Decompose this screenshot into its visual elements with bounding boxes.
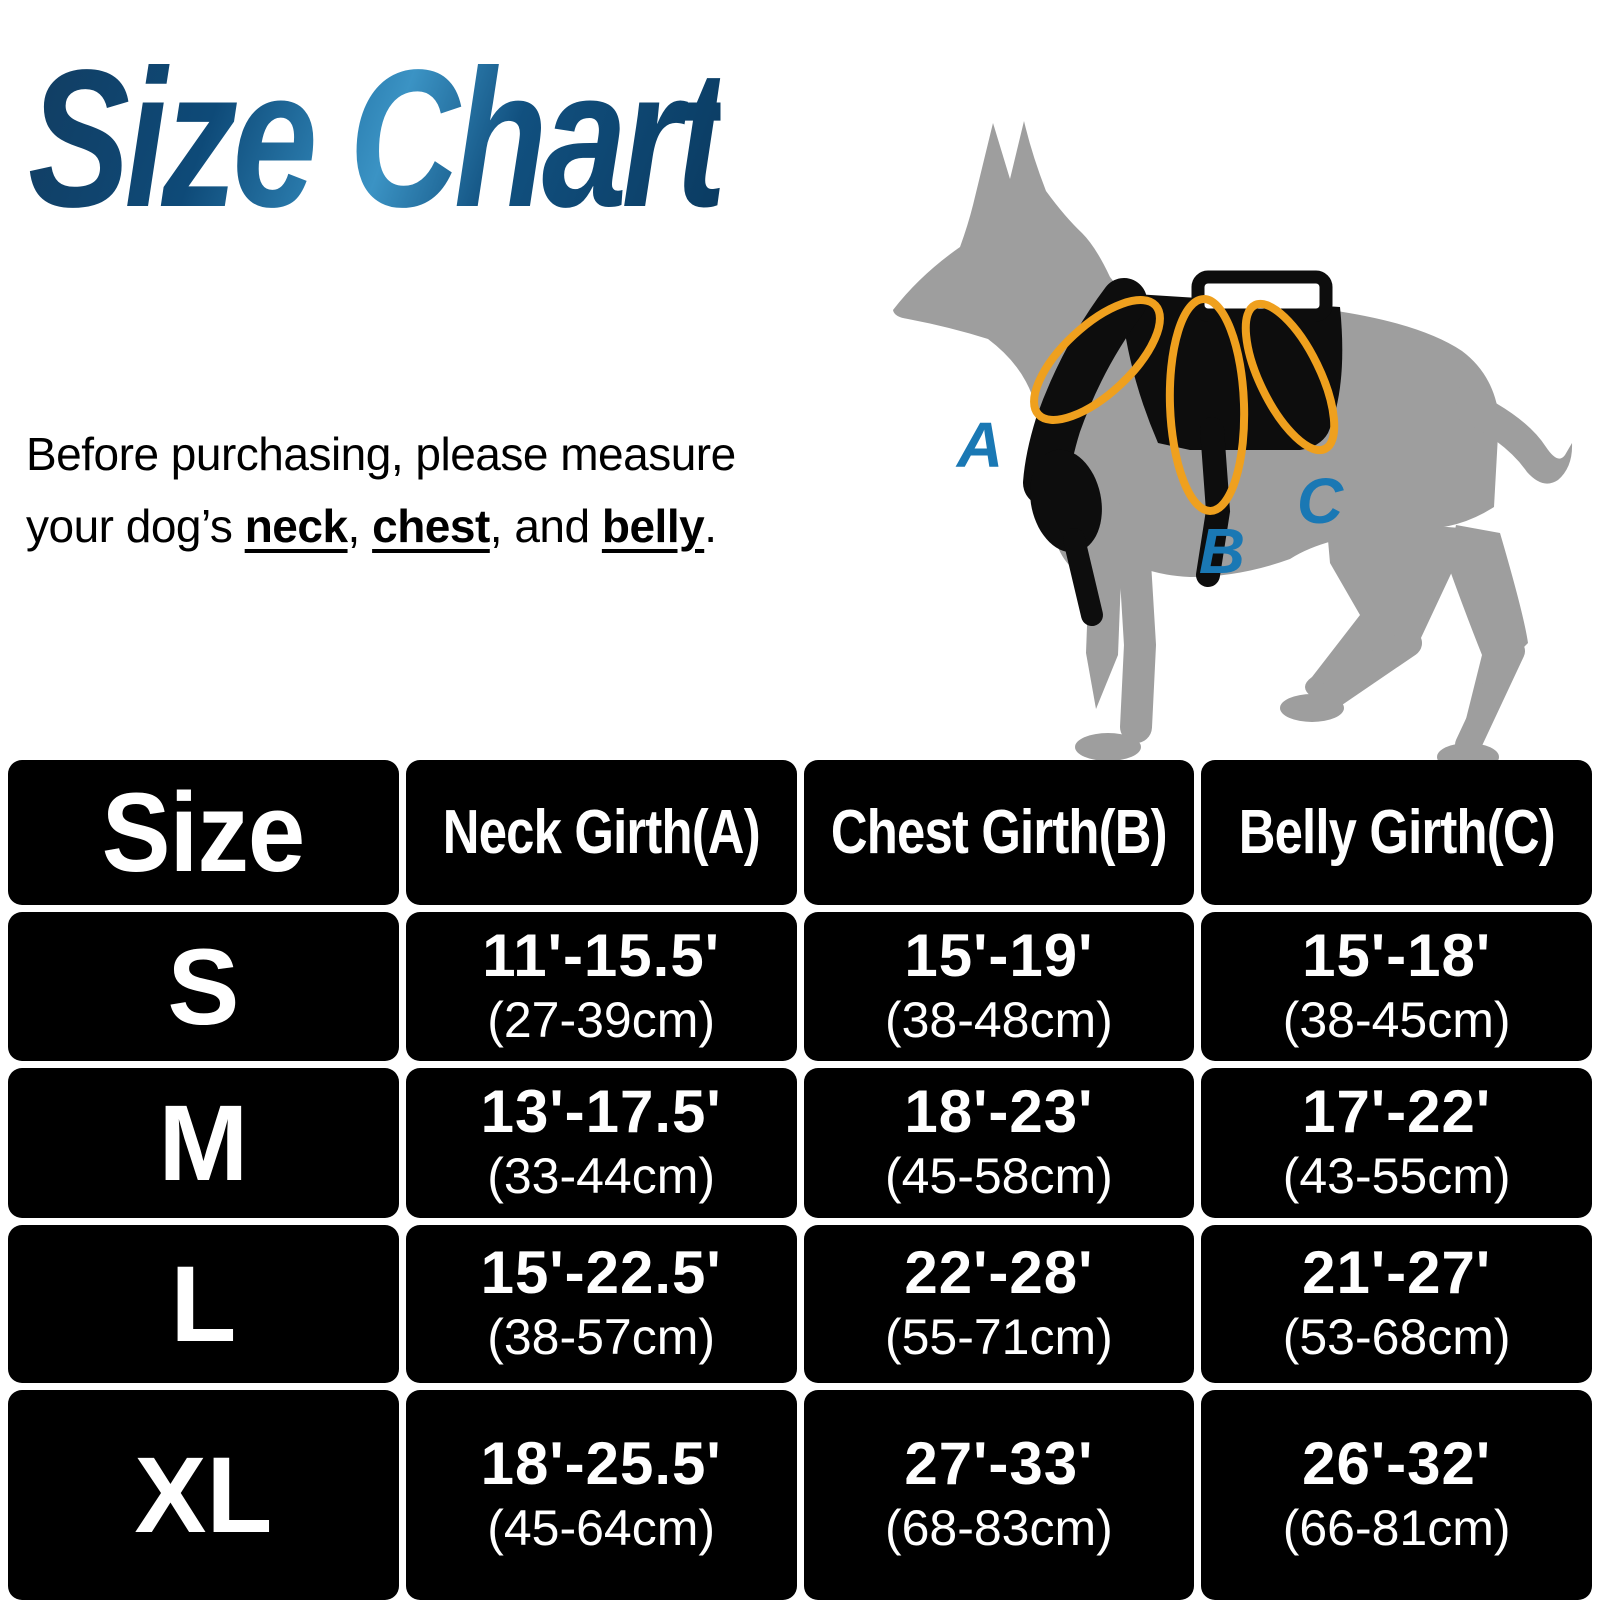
inch-value: 17'-22' [1302,1078,1492,1146]
inch-value: 21'-27' [1302,1239,1492,1307]
label-chest-b: B [1199,515,1245,587]
cm-value: (66-81cm) [1282,1500,1511,1557]
intro-sep1: , [347,500,373,552]
table-header-belly: Belly Girth(C) [1201,760,1592,905]
intro-sep2: , and [489,500,602,552]
cm-value: (27-39cm) [487,991,716,1048]
header-size-label: Size [102,770,305,895]
dog-tail [1454,385,1573,484]
inch-value: 13'-17.5' [480,1078,722,1146]
inch-value: 15'-18' [1302,921,1492,989]
word-neck: neck [244,500,348,552]
inch-value: 18'-25.5' [480,1430,722,1498]
row-s-chest: 15'-19' (38-48cm) [803,912,1195,1061]
inch-value: 15'-19' [904,921,1094,989]
cm-value: (45-58cm) [884,1148,1113,1205]
header-belly-label: Belly Girth(C) [1238,798,1556,867]
size-letter: M [158,1082,249,1203]
header-neck-label: Neck Girth(A) [442,798,761,867]
row-m-neck: 13'-17.5' (33-44cm) [405,1068,797,1218]
dog-hind-paw-near [1280,694,1344,722]
row-xl-belly: 26'-32' (66-81cm) [1201,1390,1592,1600]
row-s-size: S [8,912,399,1061]
row-xl-size: XL [8,1390,399,1600]
word-chest: chest [372,500,490,552]
intro-period: . [704,500,717,552]
word-belly: belly [601,500,705,552]
cm-value: (38-45cm) [1282,991,1511,1048]
dog-front-leg-far [1086,493,1124,709]
dog-hind-leg-far [1448,525,1528,745]
dog-hind-shin-near [1306,629,1422,717]
size-letter: L [170,1243,237,1364]
row-s-neck: 11'-15.5' (27-39cm) [405,912,797,1061]
chest-girth-loop [1165,295,1249,515]
row-l-belly: 21'-27' (53-68cm) [1201,1225,1592,1383]
harness-chest-plate [1030,449,1102,553]
harness-chest-strap [1063,528,1103,626]
intro-line1: Before purchasing, please measure [26,428,736,480]
row-m-size: M [8,1068,399,1218]
table-header-neck: Neck Girth(A) [405,760,797,905]
intro-line2-prefix: your dog’s [26,500,245,552]
inch-value: 18'-23' [904,1078,1094,1146]
dog-front-leg-near [1116,497,1157,743]
table-header-size: Size [8,760,399,905]
cm-value: (43-55cm) [1282,1148,1511,1205]
row-xl-neck: 18'-25.5' (45-64cm) [405,1390,797,1600]
measure-straps [1030,295,1339,515]
row-l-neck: 15'-22.5' (38-57cm) [405,1225,797,1383]
row-s-belly: 15'-18' (38-45cm) [1201,912,1592,1061]
cm-value: (38-57cm) [487,1309,716,1366]
inch-value: 27'-33' [904,1430,1094,1498]
cm-value: (53-68cm) [1282,1309,1511,1366]
row-m-chest: 18'-23' (45-58cm) [803,1068,1195,1218]
cm-value: (45-64cm) [487,1500,716,1557]
row-l-chest: 22'-28' (55-71cm) [803,1225,1195,1383]
inch-value: 22'-28' [904,1239,1094,1307]
dog-diagram-svg: A B C [893,121,1573,771]
page-title: Size Chart [28,26,726,251]
label-belly-c: C [1297,465,1344,537]
size-table: Size Neck Girth(A) Chest Girth(B) Belly … [8,760,1592,1600]
dog-measurement-diagram: A B C [860,95,1580,785]
dog-hind-leg-near [1305,517,1472,697]
row-l-size: L [8,1225,399,1383]
cm-value: (68-83cm) [884,1500,1113,1557]
inch-value: 15'-22.5' [480,1239,722,1307]
dog-hind-shin-far [1455,638,1525,758]
inch-value: 11'-15.5' [482,921,720,989]
row-m-belly: 17'-22' (43-55cm) [1201,1068,1592,1218]
label-neck-a: A [955,409,1003,481]
size-letter: S [167,925,240,1047]
table-header-chest: Chest Girth(B) [803,760,1195,905]
cm-value: (33-44cm) [487,1148,716,1205]
measure-instructions: Before purchasing, please measure your d… [26,418,826,562]
inch-value: 26'-32' [1302,1430,1492,1498]
cm-value: (55-71cm) [884,1309,1113,1366]
neck-girth-loop [1030,296,1164,424]
cm-value: (38-48cm) [884,991,1113,1048]
row-xl-chest: 27'-33' (68-83cm) [803,1390,1195,1600]
header-chest-label: Chest Girth(B) [830,798,1168,867]
size-letter: XL [134,1434,273,1555]
dog-front-paw [1075,733,1141,761]
belly-girth-loop [1241,299,1339,455]
measure-labels: A B C [955,409,1344,587]
